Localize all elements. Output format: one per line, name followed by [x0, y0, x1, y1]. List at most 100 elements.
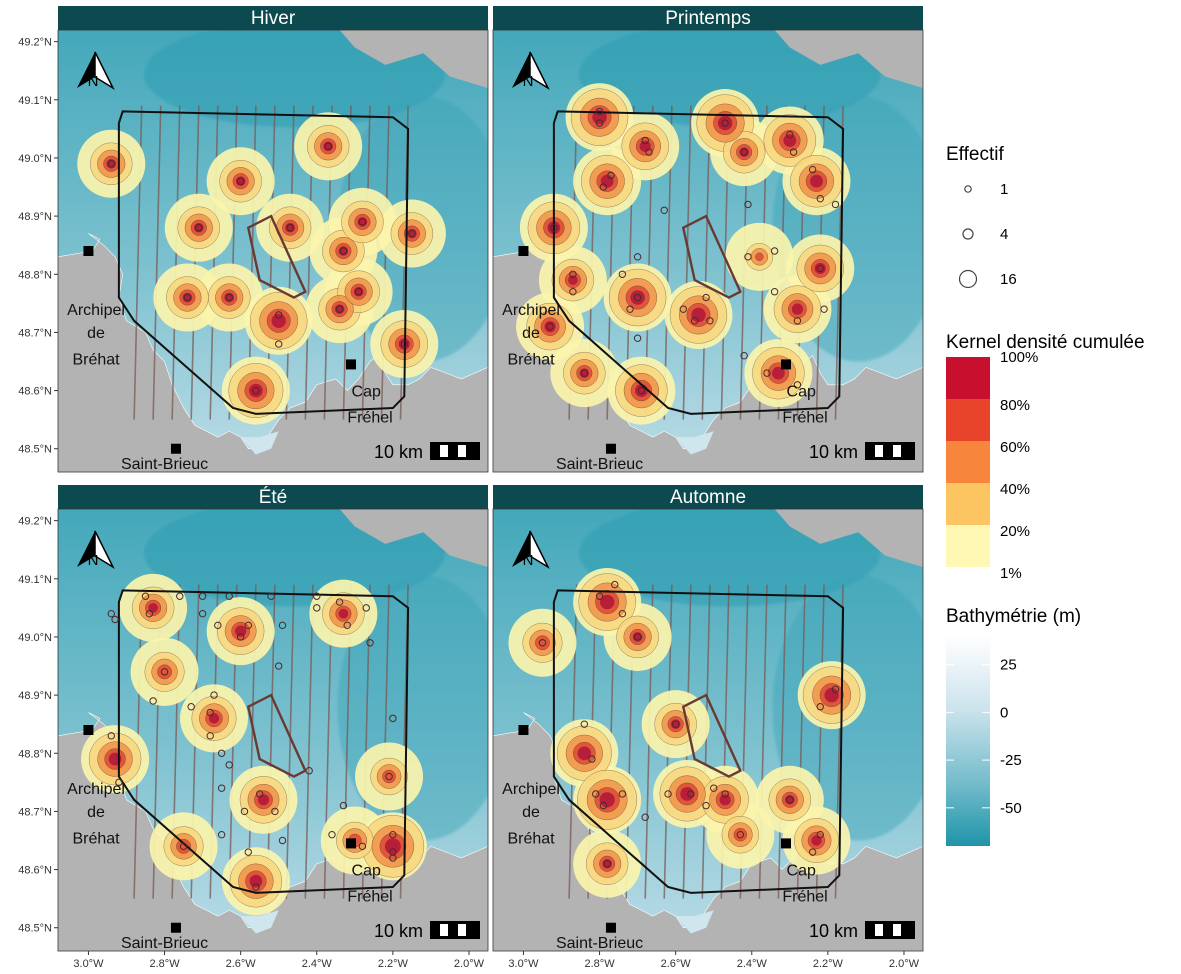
transect-line [682, 105, 692, 420]
observation-point [786, 796, 794, 804]
land-jersey [774, 509, 923, 568]
land-jersey [774, 30, 923, 89]
study-area-boundary [552, 589, 845, 894]
kernel-100 [635, 384, 648, 397]
marker-archipel-brehat [518, 246, 529, 256]
observation-point [305, 767, 313, 775]
x-tick-label: 3.0°W [73, 958, 104, 970]
observation-point [107, 732, 115, 740]
kernel-100 [544, 321, 556, 333]
marker-saint-brieuc [170, 443, 181, 454]
observation-point [633, 253, 642, 261]
observation-point [786, 130, 794, 139]
observation-point [580, 369, 589, 377]
legend-kernel-swatch [946, 525, 990, 567]
observation-point [358, 218, 367, 226]
panel-title-ete: Été [259, 487, 288, 508]
observation-point [736, 830, 745, 839]
observation-point [362, 604, 370, 612]
observations [107, 592, 397, 891]
north-arrow: N [512, 51, 550, 91]
y-tick-label: 48.7°N [18, 327, 52, 339]
bay-saint-brieuc [675, 910, 714, 934]
kernel-100 [639, 140, 651, 152]
label-cap: Cap [787, 862, 816, 879]
panel-strip [58, 6, 488, 30]
observation-point [820, 305, 828, 313]
north-arrow-left [512, 52, 530, 88]
observation-point [793, 381, 802, 389]
y-tick-label: 48.9°N [18, 690, 52, 702]
observation-point [816, 264, 824, 273]
marker-saint-brieuc [170, 922, 181, 933]
north-label: N [88, 73, 99, 90]
observation-point [206, 732, 214, 740]
legend-kernel-label-80: 80% [1000, 397, 1030, 414]
kernel-80 [733, 827, 748, 842]
kernel-100 [249, 383, 263, 398]
observation-point [816, 703, 824, 711]
scale-bar-segment [875, 924, 883, 936]
scale-bar: 10 km [374, 442, 480, 462]
observation-point [217, 749, 226, 757]
x-tick-label: 2.2°W [378, 958, 409, 970]
y-tick-label: 48.5°N [18, 923, 52, 935]
observation-point [389, 854, 397, 862]
label-saint-brieuc: Saint-Brieuc [556, 935, 643, 952]
legend-kernel-swatch [946, 441, 990, 483]
observation-point [183, 293, 192, 302]
observation-point [588, 755, 596, 763]
observation-point [660, 206, 668, 214]
label-de: de [87, 325, 105, 342]
scale-label: 10 km [374, 921, 423, 941]
observation-point [145, 609, 154, 618]
scale-bar-frame [865, 442, 915, 460]
scale-bar-segment [440, 445, 448, 457]
legend-kernel-label-100: 100% [1000, 349, 1038, 366]
observation-point [599, 801, 608, 810]
legend-effectif-circle-4 [962, 228, 974, 240]
legend: Effectif 1 4 16 Kernel densité cumulée 1… [946, 144, 1145, 846]
observation-point [744, 200, 752, 209]
observation-point [740, 351, 748, 360]
study-area-boundary [117, 589, 410, 894]
observation-point [550, 224, 558, 232]
kernel-100 [592, 110, 607, 125]
y-tick-label: 48.8°N [18, 269, 52, 281]
legend-effectif-title: Effectif [946, 144, 1004, 165]
bay-saint-brieuc [240, 431, 279, 455]
legend-effectif-label-1: 1 [1000, 181, 1008, 198]
observation-point [626, 305, 634, 313]
panel-title-hiver: Hiver [251, 8, 296, 29]
observation-point [599, 183, 608, 191]
label-saint-brieuc: Saint-Brieuc [121, 456, 208, 473]
observation-point [702, 801, 710, 810]
x-tick-label: 3.0°W [508, 958, 539, 970]
observation-point [710, 784, 718, 792]
marker-archipel-brehat [518, 725, 529, 735]
x-tick-label: 2.8°W [150, 958, 181, 970]
observation-point [271, 807, 279, 816]
legend-effectif-circle-1 [964, 185, 972, 193]
observation-point [633, 293, 642, 302]
observation-point [385, 772, 393, 781]
observation-point [107, 160, 115, 168]
observation-point [538, 639, 547, 647]
transect-line [190, 105, 200, 420]
x-tick-label: 2.4°W [302, 958, 333, 970]
north-label: N [523, 552, 534, 569]
observation-point [339, 801, 348, 810]
kernel-density [77, 112, 446, 425]
observation-point [595, 119, 604, 127]
kernel-100 [600, 174, 614, 188]
observation-point [580, 720, 589, 728]
transect-line [171, 105, 181, 420]
observation-point [278, 621, 287, 630]
study-area-boundary [552, 110, 845, 415]
panel-frame [492, 508, 924, 952]
transect-line [304, 584, 314, 899]
observation-point [389, 830, 397, 839]
north-arrow-right [94, 530, 115, 570]
kernel-100 [680, 787, 694, 801]
y-tick-label: 49.1°N [18, 574, 52, 586]
